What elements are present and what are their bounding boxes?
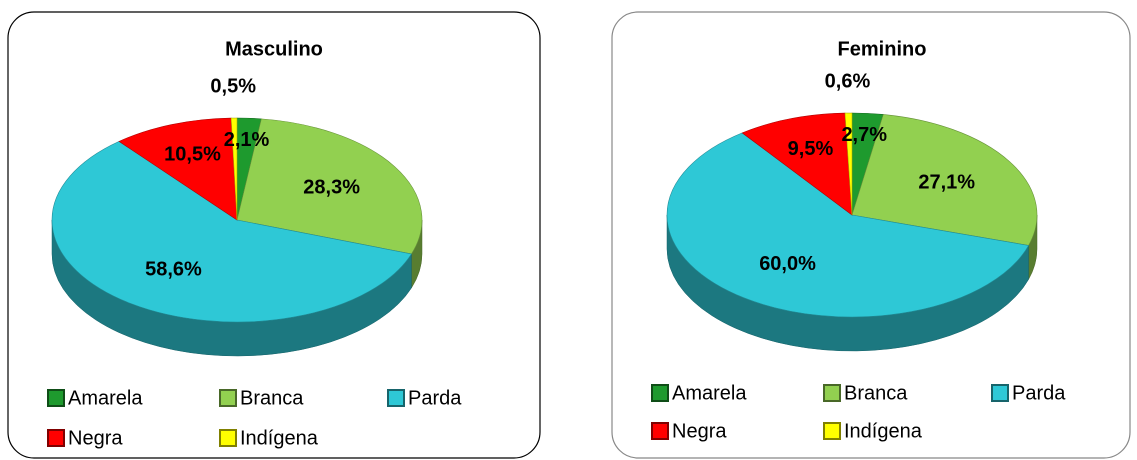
legend-label: Parda <box>1012 382 1066 404</box>
legend-swatch <box>219 389 237 407</box>
data-label: 58,6% <box>145 258 202 280</box>
legend-label: Negra <box>672 420 727 442</box>
slice <box>230 117 238 221</box>
legend-label: Branca <box>844 382 908 404</box>
data-label: 2,1% <box>224 129 270 151</box>
legend-swatch <box>47 389 65 407</box>
legend-swatch <box>387 389 405 407</box>
legend-swatch <box>651 422 669 440</box>
legend-label: Branca <box>240 387 304 409</box>
legend-label: Parda <box>408 387 462 409</box>
data-label: 60,0% <box>759 253 816 275</box>
slice <box>666 132 1030 318</box>
data-label: 10,5% <box>164 143 221 165</box>
slice <box>741 112 853 216</box>
slice <box>236 118 423 255</box>
legend-swatch <box>47 429 65 447</box>
slice <box>851 114 1038 246</box>
data-label: 27,1% <box>918 171 975 193</box>
legend-swatch <box>991 384 1009 402</box>
slice <box>118 117 238 221</box>
data-label: 9,5% <box>788 138 834 160</box>
data-label: 0,5% <box>210 76 256 98</box>
legend-swatch <box>651 384 669 402</box>
legend-swatch <box>823 422 841 440</box>
legend-label: Indígena <box>240 427 319 449</box>
legend-swatch <box>219 429 237 447</box>
legend-label: Amarela <box>672 382 747 404</box>
legend-label: Negra <box>68 427 123 449</box>
legend-label: Indígena <box>844 420 923 442</box>
data-label: 28,3% <box>303 176 360 198</box>
data-label: 2,7% <box>841 124 887 146</box>
slice <box>844 112 853 216</box>
data-label: 0,6% <box>825 71 871 93</box>
legend-label: Amarela <box>68 387 143 409</box>
legend-swatch <box>823 384 841 402</box>
chart-title: Feminino <box>838 38 927 60</box>
chart-title: Masculino <box>225 38 323 60</box>
slice <box>51 141 412 323</box>
